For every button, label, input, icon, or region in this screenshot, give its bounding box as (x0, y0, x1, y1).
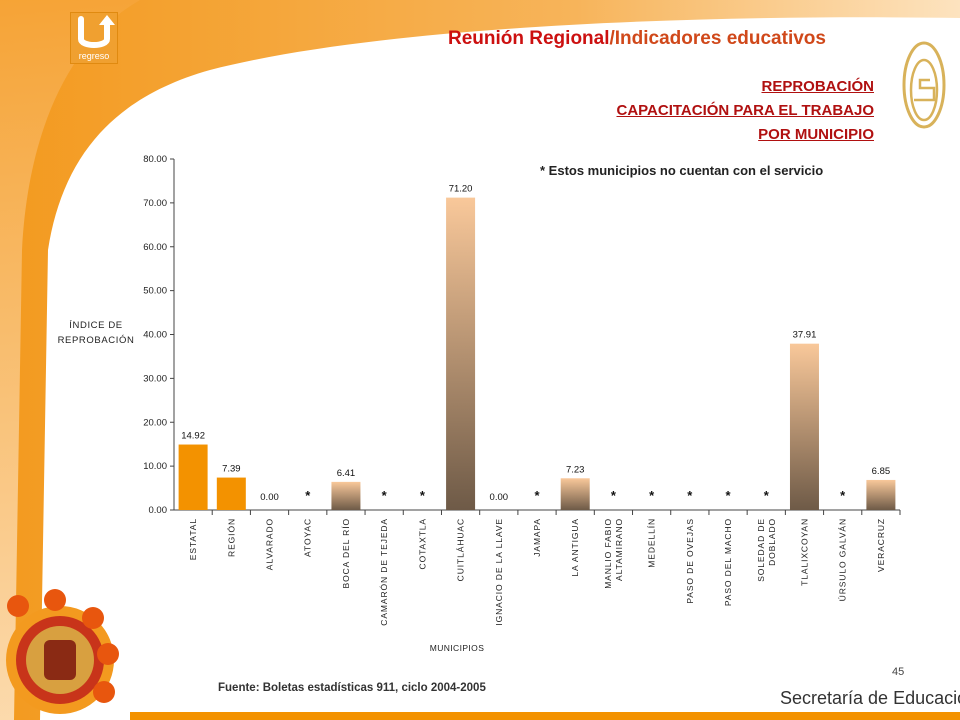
data-label: 6.85 (872, 466, 891, 477)
y-tick-label: 70.00 (143, 198, 167, 209)
data-label: 14.92 (181, 431, 205, 442)
category-label: MEDELLÍN (647, 518, 657, 568)
category-label: COTAXTLA (417, 518, 427, 569)
category-label: CUITLÁHUAC (456, 518, 466, 581)
bar (866, 479, 896, 510)
y-tick-label: 60.00 (143, 242, 167, 253)
bar (178, 444, 208, 510)
category-label: PASO DE OVEJAS (685, 518, 695, 604)
state-emblem-icon (902, 41, 946, 129)
data-label: 6.41 (337, 468, 356, 479)
category-label: ALVARADO (265, 518, 275, 570)
category-label: JAMAPA (532, 518, 542, 557)
back-label: regreso (78, 51, 110, 61)
bar (331, 481, 361, 510)
service-note: * Estos municipios no cuentan con el ser… (540, 163, 824, 178)
category-label: PASO DEL MACHO (723, 518, 733, 606)
bar (789, 343, 819, 510)
category-label: DOBLADO (767, 518, 777, 566)
slide-title: Reunión Regional/Indicadores educativos (448, 28, 826, 50)
no-service-marker: * (534, 488, 540, 503)
y-tick-label: 0.00 (149, 505, 168, 516)
y-tick-label: 30.00 (143, 373, 167, 384)
category-label: LA ANTIGUA (570, 518, 580, 577)
data-label: 71.20 (449, 184, 473, 195)
bar (446, 197, 476, 511)
subtitle-line-1: REPROBACIÓN (761, 78, 874, 95)
category-label: SOLEDAD DE (756, 518, 766, 582)
no-service-marker: * (726, 488, 732, 503)
y-tick-label: 40.00 (143, 330, 167, 341)
category-label: ÚRSULO GALVÁN (838, 518, 848, 601)
bar (560, 478, 590, 510)
bottom-bar (130, 712, 960, 720)
title-part-sub: /Indicadores educativos (609, 28, 826, 49)
coat-of-arms-seal-icon (6, 589, 119, 714)
category-label: BOCA DEL RÍO (341, 518, 351, 588)
category-label: REGIÓN (226, 518, 236, 557)
subtitle-line-3: POR MUNICIPIO (758, 126, 874, 143)
data-label: 7.39 (222, 464, 241, 475)
data-source: Fuente: Boletas estadísticas 911, ciclo … (218, 682, 486, 694)
category-label: VERACRUZ (876, 518, 886, 572)
no-service-marker: * (305, 488, 311, 503)
back-button[interactable]: regreso (70, 12, 118, 64)
title-part-main: Reunión Regional (448, 28, 610, 49)
category-label: IGNACIO DE LA LLAVE (494, 518, 504, 626)
organization-name: Secretaría de Educación (780, 688, 960, 708)
data-label: 0.00 (260, 492, 279, 503)
y-axis-label: ÍNDICE DE (69, 320, 122, 331)
no-service-marker: * (764, 488, 770, 503)
category-label: ESTATAL (188, 518, 198, 560)
subtitle-line-2: CAPACITACIÓN PARA EL TRABAJO (616, 102, 874, 119)
no-service-marker: * (687, 488, 693, 503)
no-service-marker: * (611, 488, 617, 503)
y-tick-label: 50.00 (143, 286, 167, 297)
category-label: CAMARÓN DE TEJEDA (379, 518, 389, 626)
no-service-marker: * (420, 488, 426, 503)
data-label: 0.00 (490, 492, 509, 503)
x-axis-label: MUNICIPIOS (430, 643, 485, 653)
category-label: TLALIXCOYAN (799, 518, 809, 586)
data-label: 7.23 (566, 464, 585, 475)
category-label: ALTAMIRANO (614, 518, 624, 581)
no-service-marker: * (382, 488, 388, 503)
category-label: MANLIO FABIO (603, 518, 613, 589)
y-tick-label: 80.00 (143, 154, 167, 165)
return-arrow-icon (78, 15, 115, 48)
bar (216, 477, 246, 510)
y-tick-label: 20.00 (143, 417, 167, 428)
data-label: 37.91 (793, 330, 817, 341)
page-number: 45 (892, 666, 905, 678)
no-service-marker: * (649, 488, 655, 503)
y-axis-label: REPROBACIÓN (58, 335, 135, 346)
y-tick-label: 10.00 (143, 461, 167, 472)
category-label: ATOYAC (303, 518, 313, 557)
no-service-marker: * (840, 488, 846, 503)
